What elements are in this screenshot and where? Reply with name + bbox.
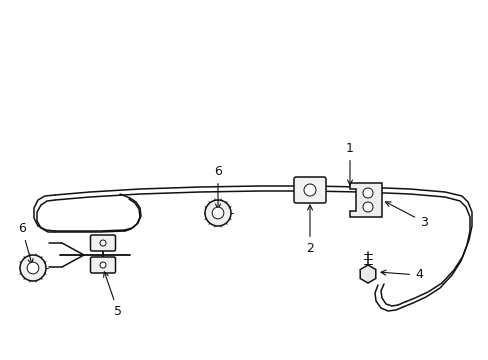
Polygon shape [360, 265, 375, 283]
Circle shape [20, 255, 46, 281]
Circle shape [100, 262, 106, 268]
Text: 1: 1 [346, 142, 353, 185]
Text: 2: 2 [305, 205, 313, 255]
Circle shape [212, 207, 224, 219]
Circle shape [362, 202, 372, 212]
Circle shape [304, 184, 315, 196]
FancyBboxPatch shape [293, 177, 325, 203]
Circle shape [27, 262, 39, 274]
FancyBboxPatch shape [90, 257, 115, 273]
Circle shape [100, 240, 106, 246]
Text: 4: 4 [380, 269, 422, 282]
Text: 3: 3 [385, 202, 427, 229]
Circle shape [204, 200, 230, 226]
Text: 6: 6 [18, 222, 33, 264]
FancyBboxPatch shape [90, 235, 115, 251]
Text: 5: 5 [103, 272, 122, 318]
Polygon shape [349, 183, 381, 217]
Text: 6: 6 [214, 165, 222, 209]
Circle shape [362, 188, 372, 198]
